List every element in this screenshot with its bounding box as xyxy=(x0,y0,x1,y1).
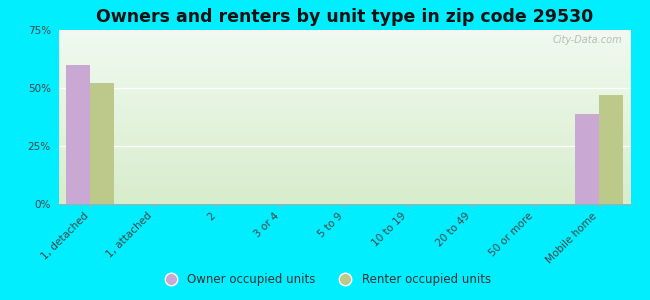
Bar xyxy=(66,65,90,204)
Title: Owners and renters by unit type in zip code 29530: Owners and renters by unit type in zip c… xyxy=(96,8,593,26)
Legend: Owner occupied units, Renter occupied units: Owner occupied units, Renter occupied un… xyxy=(154,269,496,291)
Bar xyxy=(90,83,114,204)
Text: City-Data.com: City-Data.com xyxy=(552,35,622,45)
Bar xyxy=(599,95,623,204)
Bar xyxy=(575,113,599,204)
